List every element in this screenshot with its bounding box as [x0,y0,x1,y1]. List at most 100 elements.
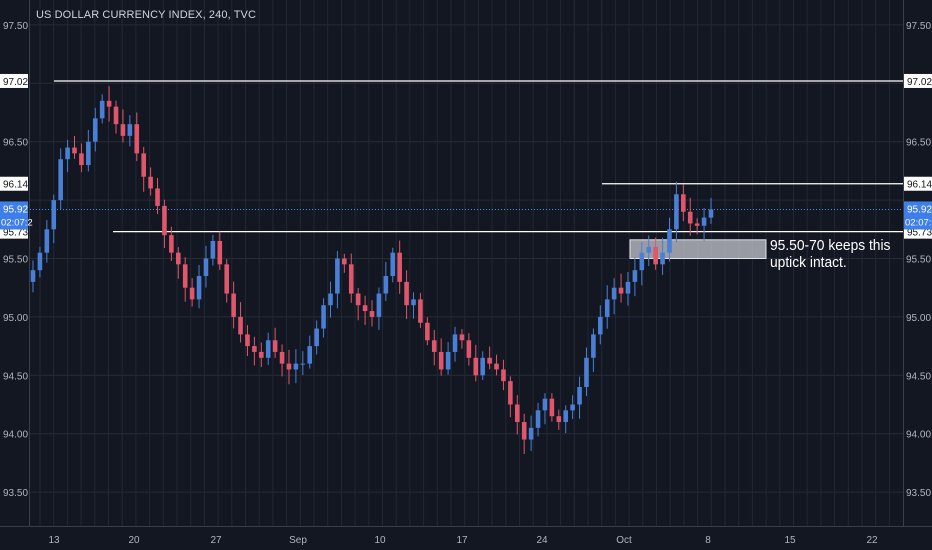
candle-body [549,398,555,417]
x-tick-label: Oct [616,535,632,546]
x-tick-label: 22 [866,535,878,546]
candle-body [618,287,624,294]
x-tick-label: 24 [536,535,548,546]
x-tick-label: 15 [784,535,796,546]
candle-body [687,211,693,224]
candle-body [252,346,257,352]
candle-body [556,416,562,423]
y-tick-label-left: 95.00 [3,313,28,324]
candle-body [452,334,458,352]
y-tick-label-left: 93.50 [3,488,28,499]
candle-body [182,264,188,288]
candle-body [404,281,409,306]
candle-body [646,246,652,253]
candle-body [660,252,665,265]
x-tick-label: Sep [289,535,307,546]
candle-body [411,299,416,306]
grid-lines [30,0,903,526]
candle-body [390,252,396,277]
countdown-label: 02:07:2 [905,217,932,228]
left-price-axis: 93.50 94.00 94.50 95.00 95.50 96.50 97.50 97.02… [0,21,33,499]
candle-body [155,188,160,206]
candle-body [203,258,209,277]
candle-body [51,200,57,230]
candle-body [293,363,299,370]
candle-body [521,422,527,440]
candle-body [591,334,596,358]
candle-body [701,217,707,226]
level-label: 96.14 [3,180,28,191]
candle-body [480,357,485,376]
candle-body [335,258,340,294]
y-tick-label-left: 94.00 [3,430,28,441]
time-axis-background [0,527,932,550]
candle-body [473,357,479,376]
y-tick-label-right: 95.50 [906,255,931,266]
y-tick-label-left: 96.50 [3,138,28,149]
candle-body [141,153,146,177]
candle-body [189,287,195,300]
y-tick-label-left: 95.50 [3,255,28,266]
current-price-box [0,201,28,230]
candle-body [487,357,492,364]
candle-body [196,276,202,300]
candle-body [708,209,714,218]
right-price-axis: 93.50 94.00 94.50 95.00 95.50 96.50 97.50 97.02… [904,21,932,499]
candle-body [86,141,91,166]
chart-title: US DOLLAR CURRENCY INDEX, 240, TVC [36,9,256,21]
y-tick-label-right: 95.00 [906,313,931,324]
y-tick-label-left: 94.50 [3,371,28,382]
candle-body [383,276,389,294]
candle-body [625,281,631,294]
candle-body [604,299,610,317]
y-tick-label-right: 97.50 [906,21,931,32]
candle-body [667,229,672,253]
annotation-text: 95.50-70 keeps this uptick intact. [770,237,901,271]
candle-body [438,351,444,370]
annotation-line-2: uptick intact. [770,254,847,271]
candle-body [175,252,181,265]
candle-body [466,340,472,358]
current-price-box [904,201,932,230]
candle-body [134,124,140,154]
candle-body [120,124,126,136]
candle-body [113,106,119,125]
candle-body [231,293,236,317]
candle-body [632,270,638,282]
candle-body [300,363,306,365]
x-tick-label: 8 [705,535,711,546]
candle-body [127,124,133,136]
candle-body [570,404,575,411]
current-price-label: 95.92 [3,204,28,215]
candle-body [542,398,548,411]
countdown-label: 02:07:2 [1,217,33,228]
level-label: 95.73 [3,228,28,239]
candles [30,86,714,454]
candle-body [501,369,506,382]
candle-body [169,235,174,253]
candle-body [431,340,437,352]
candle-body [58,159,63,201]
x-tick-label: 27 [210,535,222,546]
candle-body [362,305,368,312]
candle-body [445,351,451,370]
candle-body [210,240,216,259]
candle-body [92,118,98,142]
candle-body [238,316,243,335]
candle-body [162,205,167,236]
level-label: 96.14 [907,180,932,191]
candle-body [584,357,589,387]
candle-body [259,351,264,358]
level-label: 97.02 [3,77,28,88]
candle-body [37,252,43,271]
candle-body [535,410,541,428]
x-tick-label: 20 [128,535,140,546]
y-tick-label-right: 94.00 [906,430,931,441]
candle-body [321,305,326,329]
candle-body [342,258,347,265]
candle-body [598,316,603,335]
candle-body [72,147,77,154]
candle-body [224,264,230,294]
y-tick-label-right: 93.50 [906,488,931,499]
annotation-line-1: 95.50-70 keeps this [770,237,891,254]
